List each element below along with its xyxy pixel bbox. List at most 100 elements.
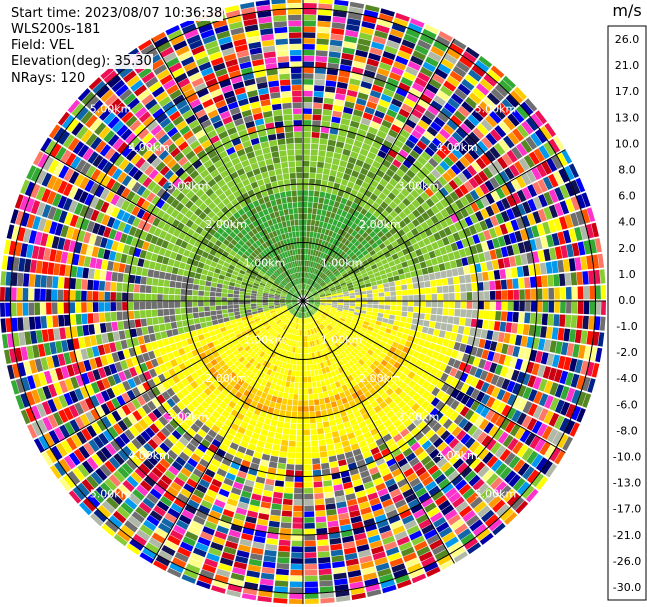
velocity-bin: [127, 515, 142, 528]
velocity-bin: [478, 358, 487, 369]
velocity-bin: [286, 304, 293, 308]
velocity-bin: [363, 481, 375, 490]
velocity-bin: [306, 260, 310, 267]
velocity-bin: [258, 311, 265, 316]
velocity-bin: [438, 263, 446, 271]
velocity-bin: [316, 326, 321, 332]
velocity-bin: [446, 75, 460, 88]
velocity-bin: [390, 383, 399, 392]
velocity-bin: [334, 282, 340, 287]
velocity-bin: [407, 222, 416, 231]
velocity-bin: [325, 262, 330, 268]
velocity-bin: [268, 388, 275, 396]
velocity-bin: [246, 327, 253, 333]
velocity-bin: [379, 164, 388, 173]
velocity-bin: [332, 356, 338, 363]
velocity-bin: [506, 344, 515, 356]
velocity-bin: [255, 476, 266, 484]
velocity-bin: [489, 249, 497, 260]
velocity-bin: [227, 289, 234, 294]
velocity-bin: [434, 190, 444, 201]
velocity-bin: [307, 304, 313, 309]
velocity-bin: [337, 507, 348, 515]
velocity-bin: [365, 436, 375, 445]
velocity-bin: [291, 340, 295, 347]
velocity-bin: [254, 318, 261, 323]
velocity-bin: [73, 448, 86, 463]
velocity-bin: [434, 411, 444, 422]
velocity-bin: [335, 284, 341, 289]
velocity-bin: [386, 243, 394, 251]
velocity-bin: [554, 415, 565, 430]
velocity-bin: [303, 207, 308, 214]
velocity-bin: [173, 498, 186, 509]
velocity-bin: [442, 124, 455, 135]
velocity-bin: [533, 391, 543, 405]
velocity-bin: [310, 322, 314, 329]
velocity-bin: [180, 387, 190, 397]
velocity-bin: [196, 267, 203, 274]
velocity-bin: [253, 338, 260, 344]
velocity-bin: [329, 312, 335, 317]
velocity-bin: [229, 371, 237, 379]
velocity-bin: [351, 145, 361, 154]
velocity-bin: [553, 218, 563, 232]
velocity-bin: [322, 415, 329, 422]
velocity-bin: [164, 272, 172, 280]
velocity-bin: [304, 563, 318, 570]
velocity-bin: [417, 240, 426, 248]
velocity-bin: [308, 190, 314, 197]
velocity-bin: [308, 394, 314, 400]
velocity-bin: [325, 292, 331, 295]
velocity-bin: [332, 318, 339, 323]
velocity-bin: [290, 564, 303, 570]
velocity-bin: [456, 351, 464, 361]
velocity-bin: [149, 423, 160, 434]
velocity-bin: [353, 283, 359, 288]
velocity-bin: [312, 321, 317, 328]
velocity-bin: [250, 303, 257, 307]
velocity-bin: [354, 532, 367, 541]
velocity-bin: [128, 283, 135, 293]
velocity-bin: [350, 202, 358, 210]
velocity-bin: [151, 294, 157, 301]
velocity-bin: [308, 279, 312, 285]
velocity-bin: [215, 355, 223, 363]
velocity-bin: [447, 234, 456, 244]
velocity-bin: [372, 304, 379, 309]
velocity-bin: [294, 329, 297, 335]
velocity-bin: [41, 451, 53, 466]
velocity-bin: [297, 323, 300, 330]
velocity-bin: [225, 349, 232, 356]
velocity-bin: [345, 558, 359, 567]
velocity-bin: [158, 271, 166, 279]
velocity-bin: [217, 278, 224, 284]
velocity-bin: [560, 245, 569, 259]
velocity-bin: [190, 520, 204, 531]
velocity-bin: [58, 315, 65, 327]
velocity-bin: [5, 302, 11, 317]
velocity-bin: [163, 308, 170, 316]
velocity-bin: [354, 309, 361, 313]
velocity-bin: [393, 433, 403, 443]
velocity-bin: [277, 462, 286, 470]
velocity-bin: [314, 399, 320, 406]
velocity-bin: [178, 436, 189, 447]
velocity-bin: [203, 296, 210, 301]
velocity-bin: [96, 450, 108, 463]
velocity-bin: [42, 385, 52, 400]
velocity-bin: [321, 121, 331, 128]
velocity-bin: [322, 109, 332, 116]
velocity-bin: [312, 463, 321, 470]
velocity-bin: [212, 579, 228, 589]
velocity-bin: [437, 554, 452, 566]
velocity-bin: [308, 299, 315, 301]
velocity-bin: [20, 243, 28, 258]
velocity-bin: [426, 208, 435, 218]
velocity-bin: [474, 328, 482, 338]
velocity-bin: [216, 314, 223, 320]
velocity-bin: [288, 340, 293, 346]
velocity-bin: [236, 550, 250, 559]
velocity-bin: [347, 227, 354, 235]
velocity-bin: [41, 401, 52, 415]
